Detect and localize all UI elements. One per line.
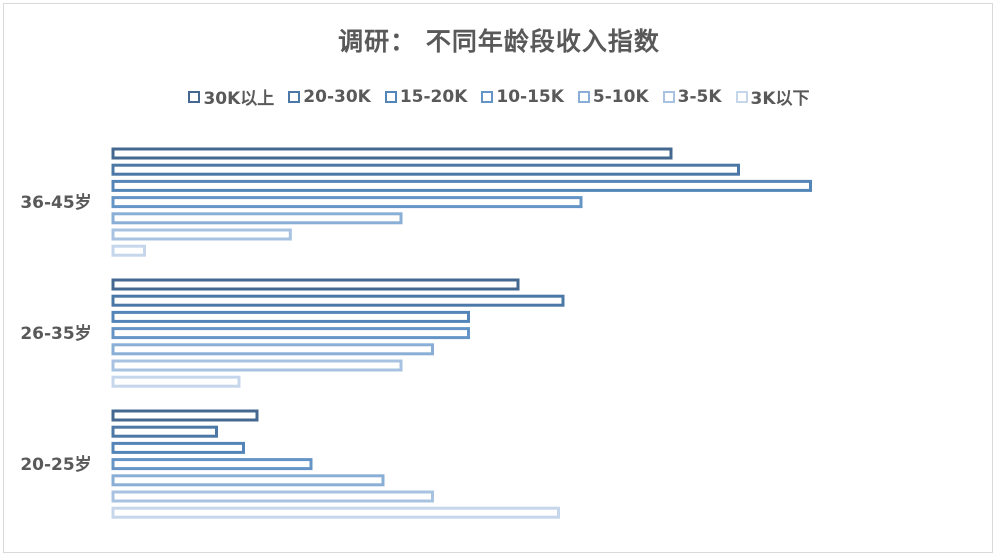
bar-2-1 xyxy=(111,425,218,438)
legend-item: 3-5K xyxy=(662,84,722,109)
legend-swatch xyxy=(662,90,675,103)
bar-1-1 xyxy=(111,294,565,307)
chart-legend: 30K以上 20-30K 15-20K 10-15K 5-10K 3-5K 3K以下 xyxy=(0,84,998,109)
legend-item: 20-30K xyxy=(288,84,371,109)
legend-item: 30K以上 xyxy=(188,84,274,109)
bar-2-0 xyxy=(111,409,259,422)
bar-2-3 xyxy=(111,458,313,471)
legend-swatch xyxy=(577,90,590,103)
legend-label: 10-15K xyxy=(496,86,564,107)
legend-swatch xyxy=(288,90,301,103)
category-label: 36-45岁 xyxy=(20,192,91,213)
bar-2-4 xyxy=(111,474,385,487)
category-label: 26-35岁 xyxy=(20,323,91,344)
legend-item: 5-10K xyxy=(577,84,649,109)
bar-1-3 xyxy=(111,327,470,340)
legend-item: 10-15K xyxy=(481,84,564,109)
legend-label: 3-5K xyxy=(677,86,722,107)
legend-item: 3K以下 xyxy=(735,84,810,109)
bar-0-4 xyxy=(111,212,403,225)
bar-1-2 xyxy=(111,310,470,323)
bar-0-1 xyxy=(111,163,740,176)
bar-1-4 xyxy=(111,343,434,356)
legend-label: 15-20K xyxy=(399,86,468,107)
legend-swatch xyxy=(188,90,201,103)
bar-0-0 xyxy=(111,147,673,160)
bar-0-2 xyxy=(111,179,812,192)
legend-label: 20-30K xyxy=(303,86,371,107)
legend-item: 15-20K xyxy=(384,84,468,109)
category-label: 20-25岁 xyxy=(20,454,91,475)
legend-swatch xyxy=(481,90,494,103)
bar-1-6 xyxy=(111,375,241,388)
legend-label: 5-10K xyxy=(592,86,649,107)
legend-label: 3K以下 xyxy=(750,89,810,109)
bar-1-0 xyxy=(111,278,520,291)
bar-0-3 xyxy=(111,196,583,209)
legend-swatch xyxy=(735,90,748,103)
bar-1-5 xyxy=(111,359,403,372)
legend-label: 30K以上 xyxy=(203,89,275,109)
bar-0-5 xyxy=(111,228,292,241)
bar-2-2 xyxy=(111,441,245,454)
bar-2-6 xyxy=(111,506,560,519)
bar-2-5 xyxy=(111,490,434,503)
bar-0-6 xyxy=(111,244,146,257)
chart-title: 调研： 不同年龄段收入指数 xyxy=(338,27,660,56)
legend-swatch xyxy=(384,90,397,103)
